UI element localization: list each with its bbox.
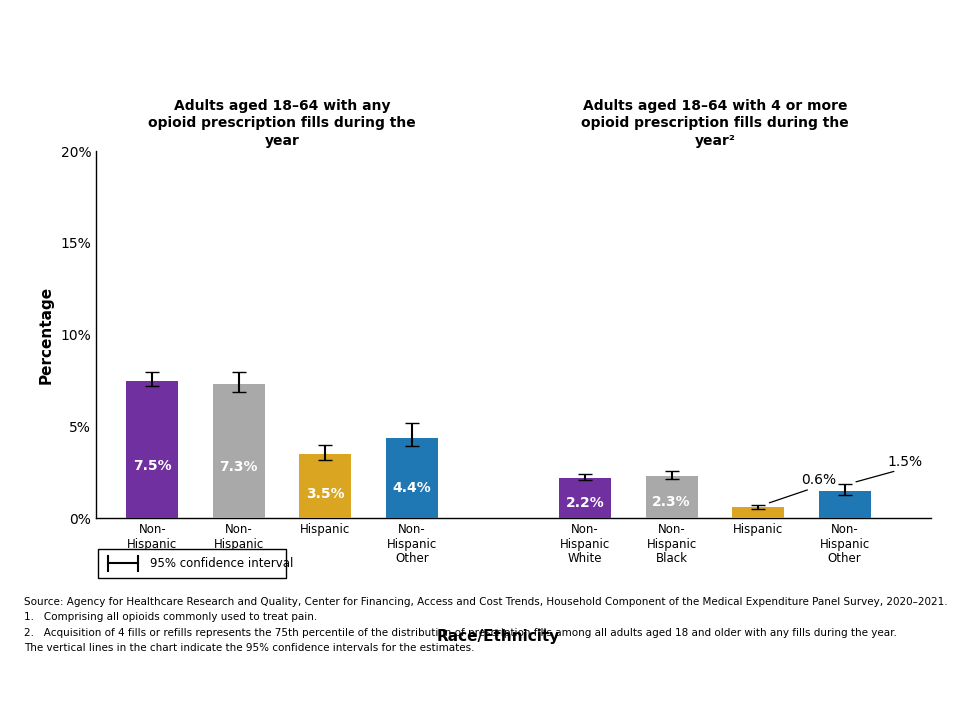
FancyBboxPatch shape <box>98 549 286 578</box>
Text: 2.3%: 2.3% <box>652 495 691 509</box>
Bar <box>300 454 351 518</box>
Text: 3.5%: 3.5% <box>306 487 345 501</box>
Text: Adults aged 18–64 with 4 or more
opioid prescription fills during the
year²: Adults aged 18–64 with 4 or more opioid … <box>581 99 849 148</box>
Text: 7.5%: 7.5% <box>132 459 172 473</box>
Text: 1.5%: 1.5% <box>888 455 923 469</box>
Text: Source: Agency for Healthcare Research and Quality, Center for Financing, Access: Source: Agency for Healthcare Research a… <box>24 596 948 653</box>
Text: Figure 2. Average annual percentage of adults aged 18–64
who filled outpatient o: Figure 2. Average annual percentage of a… <box>92 27 733 98</box>
Text: 7.3%: 7.3% <box>220 461 258 474</box>
Y-axis label: Percentage: Percentage <box>38 286 54 384</box>
Bar <box>386 438 438 518</box>
Bar <box>559 478 611 518</box>
Text: 4.4%: 4.4% <box>393 481 431 495</box>
Bar <box>819 491 871 518</box>
Text: 0.6%: 0.6% <box>802 473 836 487</box>
Bar <box>645 476 698 518</box>
Text: 95% confidence interval: 95% confidence interval <box>150 557 293 570</box>
Text: 2.2%: 2.2% <box>565 496 605 510</box>
Text: Race/Ethnicity: Race/Ethnicity <box>437 629 560 644</box>
Bar <box>213 384 265 518</box>
Bar <box>732 508 784 518</box>
Bar <box>127 381 179 518</box>
Text: Adults aged 18–64 with any
opioid prescription fills during the
year: Adults aged 18–64 with any opioid prescr… <box>148 99 416 148</box>
